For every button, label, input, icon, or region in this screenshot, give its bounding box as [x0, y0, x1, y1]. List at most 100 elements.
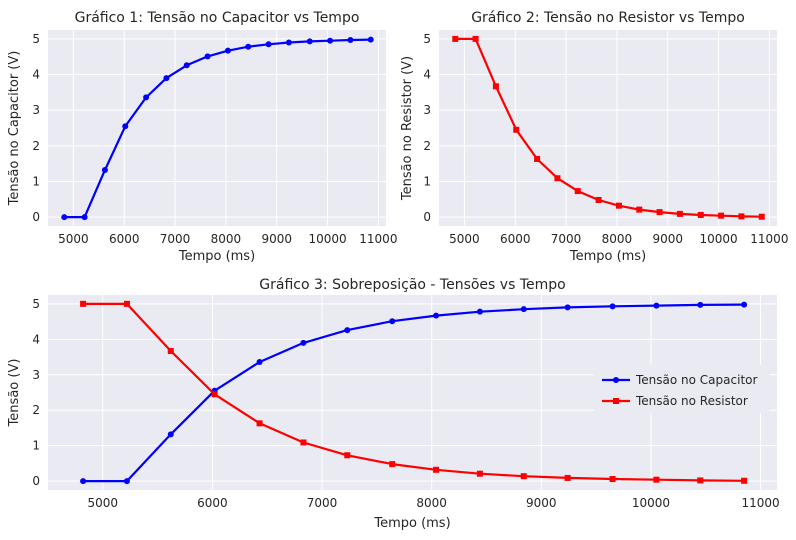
data-point	[433, 312, 440, 319]
data-point	[738, 213, 745, 220]
data-point	[676, 210, 683, 217]
y-tick-label: 2	[32, 139, 40, 153]
data-point	[564, 304, 571, 311]
data-point	[163, 75, 170, 82]
data-point	[256, 420, 263, 427]
data-point	[534, 156, 541, 163]
x-tick-label: 10000	[699, 232, 737, 246]
data-point	[492, 83, 499, 90]
data-point	[554, 175, 561, 182]
data-point	[615, 202, 622, 209]
y-tick-label: 5	[32, 32, 40, 46]
data-point	[697, 301, 704, 308]
data-point	[80, 300, 87, 307]
plot-area	[439, 30, 777, 226]
chart-resistor: 5000 6000 7000 8000 9000 10000 11000 0 1 2 3 4 5 Gráf…	[400, 10, 788, 264]
y-tick-label: 4	[32, 68, 40, 82]
y-tick-label: 5	[32, 297, 40, 311]
data-point	[718, 212, 725, 219]
y-tick-label: 3	[423, 103, 431, 117]
y-tick-label: 1	[32, 439, 40, 453]
data-point	[61, 214, 68, 221]
y-axis-label: Tensão no Resistor (V)	[400, 56, 415, 201]
series-line	[83, 303, 745, 483]
y-tick-label: 3	[32, 368, 40, 382]
data-point	[595, 196, 602, 203]
data-point	[300, 439, 307, 446]
data-point	[167, 431, 174, 438]
x-axis-label: Tempo (ms)	[569, 249, 646, 264]
x-tick-label: 9000	[652, 232, 683, 246]
x-axis-label: Tempo (ms)	[178, 249, 255, 264]
chart-title: Gráfico 3: Sobreposição - Tensões vs Tem…	[259, 277, 565, 293]
chart-title: Gráfico 1: Tensão no Capacitor vs Tempo	[75, 10, 360, 26]
data-point	[758, 213, 765, 220]
data-point	[143, 94, 150, 101]
data-point	[472, 35, 479, 42]
data-point	[81, 214, 88, 221]
legend-label: Tensão no Resistor	[635, 394, 748, 408]
series-line	[64, 38, 371, 219]
data-point	[564, 474, 571, 481]
data-point	[520, 306, 527, 313]
data-point	[300, 339, 307, 346]
data-point	[211, 391, 218, 398]
data-point	[80, 478, 87, 485]
data-point	[476, 308, 483, 315]
data-point	[656, 209, 663, 216]
x-tick-label: 8000	[211, 232, 242, 246]
data-point	[224, 47, 231, 54]
x-tick-label: 9000	[526, 496, 557, 510]
y-tick-label: 1	[32, 174, 40, 188]
series-line	[83, 302, 745, 482]
data-point	[636, 206, 643, 213]
data-point	[433, 466, 440, 473]
data-point	[167, 348, 174, 355]
legend-marker	[613, 398, 619, 404]
x-tick-label: 7000	[160, 232, 191, 246]
data-point	[183, 62, 190, 69]
chart-capacitor: 5000 6000 7000 8000 9000 10000 11000 0 1 2 3 4 5 Gráf…	[7, 10, 397, 264]
data-point	[101, 167, 108, 174]
x-tick-label: 7000	[307, 496, 338, 510]
series-line	[455, 37, 762, 218]
data-point	[476, 470, 483, 477]
data-point	[265, 41, 272, 48]
legend-label: Tensão no Capacitor	[635, 373, 757, 387]
data-point	[697, 477, 704, 484]
x-tick-label: 6000	[500, 232, 531, 246]
x-tick-label: 5000	[58, 232, 89, 246]
y-axis-label: Tensão no Capacitor (V)	[7, 51, 22, 207]
x-tick-label: 5000	[88, 496, 119, 510]
data-point	[609, 303, 616, 310]
data-point	[245, 43, 252, 50]
data-point	[204, 53, 211, 60]
data-point	[344, 452, 351, 459]
legend-box	[594, 365, 769, 413]
data-point	[306, 38, 313, 45]
data-point	[389, 461, 396, 468]
y-tick-label: 0	[423, 210, 431, 224]
x-tick-label: 6000	[109, 232, 140, 246]
y-tick-label: 2	[423, 139, 431, 153]
data-point	[609, 476, 616, 483]
y-tick-label: 5	[423, 32, 431, 46]
x-tick-label: 11000	[750, 232, 788, 246]
y-tick-label: 4	[423, 68, 431, 82]
x-axis-label: Tempo (ms)	[373, 516, 450, 531]
data-point	[741, 301, 748, 308]
y-tick-label: 4	[32, 332, 40, 346]
data-point	[653, 302, 660, 309]
chart-title: Gráfico 2: Tensão no Resistor vs Tempo	[471, 10, 745, 26]
y-axis-label: Tensão (V)	[7, 359, 22, 428]
x-tick-label: 8000	[416, 496, 447, 510]
data-point	[367, 36, 374, 43]
x-tick-label: 11000	[741, 496, 779, 510]
data-point	[344, 327, 351, 334]
plot-area	[48, 30, 386, 226]
data-point	[327, 37, 334, 44]
data-point	[123, 478, 130, 485]
x-tick-label: 10000	[308, 232, 346, 246]
data-point	[347, 36, 354, 43]
data-point	[653, 476, 660, 483]
